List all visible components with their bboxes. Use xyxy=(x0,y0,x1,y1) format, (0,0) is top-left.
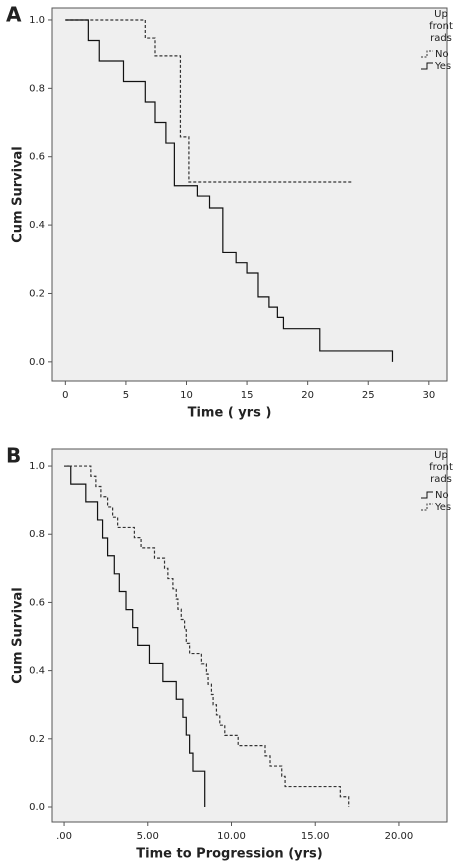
y-tick-label: 1.0 xyxy=(29,461,45,472)
legend-title: Up xyxy=(434,450,448,461)
y-tick-label: 0.2 xyxy=(29,734,45,745)
survival-curve xyxy=(64,465,350,807)
legend-label: Yes xyxy=(434,502,451,513)
plot-area xyxy=(51,7,448,382)
x-tick-label: 15.00 xyxy=(301,831,330,842)
x-tick-label: 15 xyxy=(241,390,254,401)
legend-label: No xyxy=(435,49,449,60)
y-tick-label: 0.4 xyxy=(29,666,45,677)
y-tick-label: 1.0 xyxy=(29,15,45,26)
x-tick-label: 5 xyxy=(123,390,129,401)
y-tick-label: 0.6 xyxy=(29,152,45,163)
legend-title: front xyxy=(429,462,453,473)
legend-title: rads xyxy=(430,474,452,485)
x-tick-label: 30 xyxy=(422,390,435,401)
y-tick-label: 0.2 xyxy=(29,288,45,299)
y-tick-label: 0.6 xyxy=(29,597,45,608)
x-tick-label: 0 xyxy=(62,390,68,401)
legend-label: Yes xyxy=(434,61,451,72)
legend-label: No xyxy=(435,490,449,501)
plot-area xyxy=(51,448,448,823)
y-tick-label: 0.4 xyxy=(29,220,45,231)
legend-title: Up xyxy=(434,9,448,20)
legend-title: front xyxy=(429,21,453,32)
survival-curve xyxy=(64,465,206,807)
y-axis-label: Cum Survival xyxy=(11,587,26,684)
x-axis-label: Time ( yrs ) xyxy=(188,406,272,421)
y-tick-label: 0.8 xyxy=(29,83,45,94)
x-tick-label: 10.00 xyxy=(217,831,246,842)
y-tick-label: 0.8 xyxy=(29,529,45,540)
y-axis-label: Cum Survival xyxy=(11,146,26,243)
x-tick-label: 25 xyxy=(362,390,375,401)
y-tick-label: 0.0 xyxy=(29,802,45,813)
panel-label: A xyxy=(6,3,22,27)
legend-symbol xyxy=(421,503,433,511)
x-tick-label: .00 xyxy=(56,831,72,842)
x-tick-label: 5.00 xyxy=(137,831,159,842)
x-tick-label: 10 xyxy=(180,390,193,401)
panel-label: B xyxy=(6,444,21,468)
legend-title: rads xyxy=(430,33,452,44)
legend-symbol xyxy=(421,491,433,499)
legend-symbol xyxy=(421,50,433,58)
x-axis-label: Time to Progression (yrs) xyxy=(136,847,322,862)
x-tick-label: 20 xyxy=(301,390,314,401)
legend-symbol xyxy=(421,62,433,70)
x-tick-label: 20.00 xyxy=(385,831,414,842)
survival-curve xyxy=(65,19,394,362)
y-tick-label: 0.0 xyxy=(29,357,45,368)
